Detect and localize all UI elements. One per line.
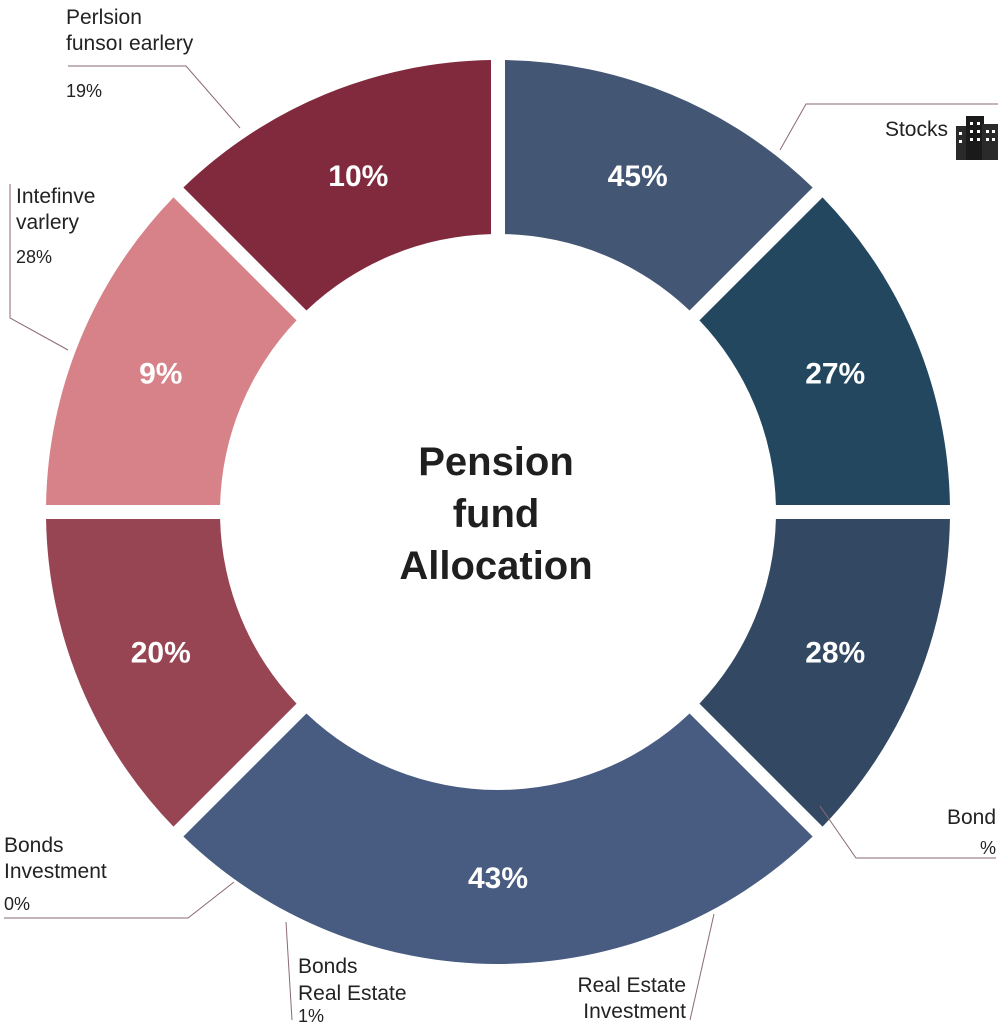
annotation-percent: % bbox=[980, 838, 996, 858]
segment-labels: 45% 27% 28% 43% 20% 9% 10% bbox=[131, 160, 865, 895]
annotation-line-1: Bond bbox=[947, 806, 996, 829]
donut-segment-2 bbox=[699, 197, 950, 506]
annotation-line-2: Investment bbox=[583, 1000, 686, 1023]
annotation-percent: 28% bbox=[16, 247, 52, 267]
annotation-line-1: Bonds bbox=[298, 955, 358, 978]
annotation-line-1: Real Estate bbox=[577, 974, 686, 997]
leader-line bbox=[285, 921, 293, 1021]
chart-title-line-2: fund bbox=[453, 492, 540, 536]
annotation-line-1: Stocks bbox=[885, 118, 948, 141]
donut-segment-5 bbox=[46, 518, 297, 827]
chart-title-line-1: Pension bbox=[418, 440, 574, 484]
annotation-pension-fund: Perlsion funsoı earlery 19% bbox=[66, 6, 241, 129]
leader-line bbox=[4, 881, 235, 919]
annotation-line-2: varlery bbox=[16, 211, 80, 234]
annotation-line-1: Intefinve bbox=[16, 185, 95, 208]
donut-segment-4 bbox=[183, 713, 813, 964]
segment-label-6: 9% bbox=[139, 357, 182, 390]
building-icon bbox=[956, 116, 998, 160]
annotation-percent: 1% bbox=[298, 1006, 324, 1024]
donut-segment-6 bbox=[46, 197, 297, 506]
annotation-line-2: Investment bbox=[4, 860, 107, 883]
segment-label-5: 20% bbox=[131, 637, 191, 670]
segment-label-2: 27% bbox=[805, 357, 865, 390]
annotation-stocks: Stocks bbox=[779, 103, 998, 160]
segment-label-3: 28% bbox=[805, 637, 865, 670]
donut-segment-1 bbox=[504, 60, 813, 311]
segment-label-1: 45% bbox=[608, 160, 668, 193]
leader-line bbox=[779, 103, 998, 151]
segment-label-4: 43% bbox=[468, 862, 528, 895]
leader-line bbox=[68, 65, 241, 129]
annotation-percent: 0% bbox=[4, 894, 30, 914]
annotation-intefinve: Intefinve varlery 28% bbox=[9, 184, 95, 351]
donut-segment-7 bbox=[183, 60, 492, 311]
donut-segments bbox=[46, 60, 950, 964]
annotation-bond: Bond % bbox=[819, 805, 996, 859]
chart-title-line-3: Allocation bbox=[399, 544, 592, 588]
annotation-line-1: Bonds bbox=[4, 834, 64, 857]
annotation-line-1: Perlsion bbox=[66, 6, 142, 29]
annotation-real-estate-investment: Real Estate Investment bbox=[577, 913, 715, 1023]
annotation-line-2: funsoı earlery bbox=[66, 32, 194, 55]
annotation-bonds-real-estate: Bonds Real Estate 1% bbox=[285, 921, 407, 1024]
annotation-bonds-investment: Bonds Investment 0% bbox=[4, 834, 235, 919]
segment-label-7: 10% bbox=[328, 160, 388, 193]
leader-line bbox=[9, 184, 69, 351]
leader-line bbox=[689, 913, 715, 1021]
donut-segment-3 bbox=[699, 518, 950, 827]
leader-line bbox=[819, 805, 996, 859]
annotation-percent: 19% bbox=[66, 81, 102, 101]
annotation-line-2: Real Estate bbox=[298, 982, 407, 1005]
